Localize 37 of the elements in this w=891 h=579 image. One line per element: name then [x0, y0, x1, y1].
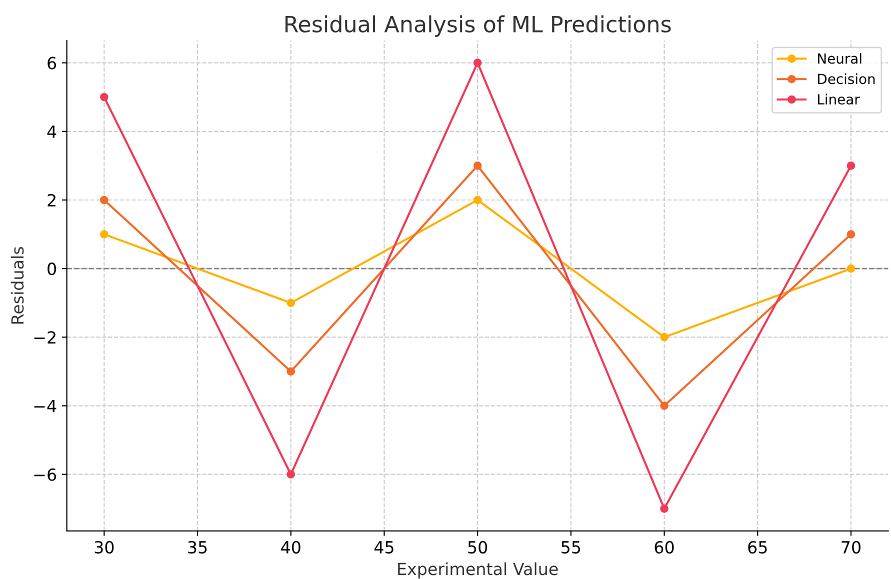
point	[100, 92, 108, 102]
legend-label: Linear	[818, 94, 860, 105]
point	[286, 367, 296, 376]
y-axis-title: Residuals	[10, 247, 24, 324]
y-tick-label: −4	[34, 400, 56, 412]
y-tick-label: −6	[34, 468, 56, 481]
point	[473, 58, 482, 67]
point	[660, 333, 668, 342]
y-tick-label: 2	[48, 194, 56, 206]
x-tick-label: 70	[842, 540, 860, 554]
x-tick-label: 50	[468, 540, 488, 554]
x-tick-label: 55	[562, 541, 580, 554]
y-tick-label: 0	[48, 262, 56, 276]
y-tick-label: 4	[47, 126, 56, 138]
x-tick-label: 65	[748, 540, 767, 554]
point	[286, 298, 296, 308]
y-tick-label: −2	[34, 331, 56, 344]
legend-label: Decision	[818, 73, 875, 84]
point	[846, 162, 856, 170]
point	[100, 230, 108, 238]
x-axis-title: Experimental Value	[398, 562, 558, 578]
x-tick-label: 30	[94, 540, 114, 554]
chart-title: Residual Analysis of ML Predictions	[285, 15, 671, 37]
x-tick-label: 45	[374, 541, 394, 554]
legend-label: Neural	[818, 53, 862, 64]
point	[660, 402, 668, 410]
point	[846, 264, 856, 273]
point	[846, 230, 856, 238]
point	[473, 162, 482, 170]
point	[286, 470, 296, 479]
y-tick-label: 6	[48, 56, 56, 70]
x-tick-label: 60	[654, 540, 674, 554]
x-tick-label: 35	[188, 540, 207, 554]
x-tick-label: 40	[281, 540, 300, 554]
point	[660, 504, 668, 513]
point	[100, 196, 108, 204]
point	[473, 196, 482, 204]
